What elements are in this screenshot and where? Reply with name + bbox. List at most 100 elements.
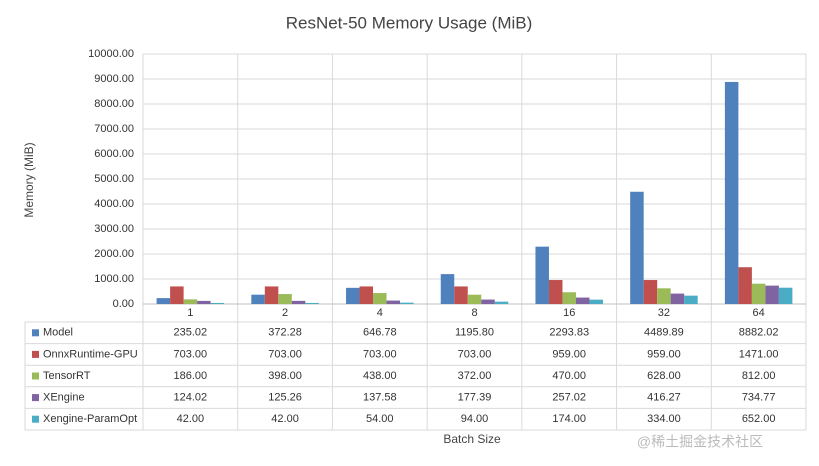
bar — [467, 294, 482, 304]
table-value: 1195.80 — [455, 327, 494, 339]
legend-label: TensorRT — [43, 370, 91, 382]
table-value: 8882.02 — [739, 327, 779, 339]
y-tick-label: 5000.00 — [94, 173, 134, 185]
bar — [183, 299, 198, 304]
y-tick-label: 10000.00 — [88, 48, 134, 60]
y-tick-label: 7000.00 — [94, 123, 134, 135]
table-value: 959.00 — [552, 348, 586, 360]
bar — [765, 285, 779, 304]
table-value: 124.02 — [174, 392, 208, 404]
y-tick-label: 9000.00 — [94, 73, 134, 85]
bar — [251, 294, 265, 304]
table-value: 125.26 — [268, 392, 302, 404]
bar — [373, 293, 387, 304]
table-value: 2293.83 — [549, 327, 589, 339]
legend-key — [32, 372, 39, 380]
table-value: 257.02 — [552, 392, 586, 404]
legend-label: Xengine-ParamOpt — [43, 413, 137, 425]
bar — [535, 246, 549, 304]
table-value: 470.00 — [552, 370, 586, 382]
legend-label: OnnxRuntime-GPU — [43, 348, 138, 360]
table-value: 372.28 — [268, 327, 302, 339]
x-tick-label: 4 — [377, 307, 383, 319]
chart-title: ResNet-50 Memory Usage (MiB) — [286, 13, 533, 32]
bar — [170, 286, 184, 304]
y-axis-title: Memory (MiB) — [22, 142, 36, 217]
bar — [684, 295, 698, 304]
x-tick-label: 32 — [658, 307, 670, 319]
table-value: 398.00 — [268, 370, 302, 382]
legend-key — [32, 329, 39, 337]
bar — [440, 274, 455, 304]
bar — [454, 286, 468, 304]
bar — [264, 286, 279, 304]
table-value: 94.00 — [461, 413, 489, 425]
legend-key — [32, 350, 39, 358]
y-tick-label: 3000.00 — [94, 223, 134, 235]
table-value: 372.00 — [458, 370, 492, 382]
y-tick-label: 0.00 — [113, 298, 134, 310]
bar — [738, 267, 752, 304]
bar — [724, 81, 739, 305]
table-value: 334.00 — [647, 413, 681, 425]
bar — [562, 292, 576, 304]
table-value: 438.00 — [363, 370, 397, 382]
bar — [156, 298, 171, 304]
bar — [197, 300, 211, 304]
bar — [291, 300, 306, 304]
table-value: 734.77 — [742, 392, 776, 404]
table-value: 703.00 — [363, 348, 397, 360]
bar — [575, 297, 590, 304]
y-tick-label: 6000.00 — [94, 148, 134, 160]
table-value: 703.00 — [174, 348, 208, 360]
bar — [643, 280, 658, 304]
legend-key — [32, 394, 39, 402]
y-tick-label: 8000.00 — [94, 98, 134, 110]
table-value: 628.00 — [647, 370, 681, 382]
table-value: 186.00 — [174, 370, 208, 382]
bar — [657, 288, 671, 304]
legend-key — [32, 415, 39, 423]
table-value: 652.00 — [742, 413, 776, 425]
bar — [548, 280, 563, 304]
x-tick-label: 1 — [187, 307, 193, 319]
bar — [751, 283, 766, 304]
table-value: 137.58 — [363, 392, 397, 404]
x-tick-label: 2 — [282, 307, 288, 319]
bar — [359, 286, 374, 304]
legend-label: XEngine — [43, 392, 85, 404]
x-axis-title: Batch Size — [443, 432, 501, 446]
table-value: 4489.89 — [644, 327, 684, 339]
bar — [278, 294, 292, 304]
table-value: 703.00 — [268, 348, 302, 360]
bar — [400, 302, 414, 304]
table-value: 812.00 — [742, 370, 776, 382]
bar — [494, 301, 509, 304]
table-value: 177.39 — [458, 392, 492, 404]
table-value: 959.00 — [647, 348, 681, 360]
x-tick-label: 8 — [471, 307, 477, 319]
table-value: 54.00 — [366, 413, 394, 425]
bar — [386, 300, 401, 304]
bar — [346, 287, 360, 304]
y-tick-label: 2000.00 — [94, 248, 134, 260]
bar — [670, 293, 685, 304]
bar — [630, 191, 644, 304]
table-value: 235.02 — [174, 327, 208, 339]
table-value: 646.78 — [363, 327, 397, 339]
bar — [778, 287, 793, 304]
legend-label: Model — [43, 327, 73, 339]
table-value: 1471.00 — [739, 348, 779, 360]
table-value: 42.00 — [271, 413, 299, 425]
x-tick-label: 64 — [753, 307, 765, 319]
y-tick-label: 4000.00 — [94, 198, 134, 210]
bar — [481, 299, 495, 304]
x-tick-label: 16 — [563, 307, 575, 319]
bar — [210, 302, 225, 304]
table-value: 703.00 — [458, 348, 492, 360]
bar — [305, 302, 319, 304]
bar — [589, 299, 603, 304]
watermark: @稀土掘金技术社区 — [637, 434, 763, 450]
